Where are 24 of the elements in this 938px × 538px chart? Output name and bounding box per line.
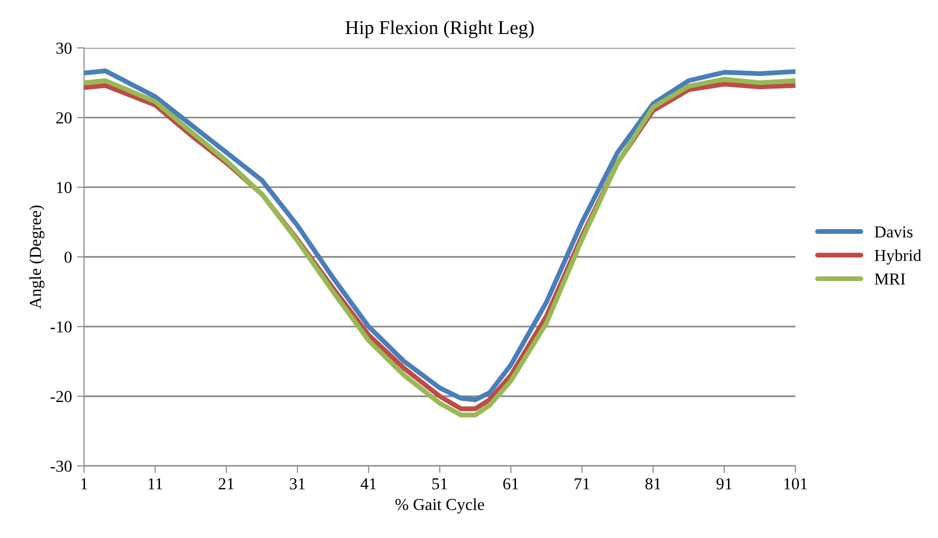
x-tick-label: 81 — [645, 478, 660, 490]
x-tick-label: 41 — [360, 478, 376, 490]
y-tick-label: 0 — [64, 252, 72, 263]
legend-label: MRI — [874, 274, 906, 285]
x-tick-label: 51 — [432, 478, 448, 490]
y-axis-title: Angle (Degree) — [29, 206, 44, 309]
chart-title: Hip Flexion (Right Leg) — [346, 20, 534, 38]
y-tick-label: 20 — [56, 112, 72, 124]
x-tick-label: 61 — [503, 478, 518, 490]
x-tick-label: 91 — [716, 478, 732, 490]
y-tick-label: -10 — [50, 321, 72, 333]
legend-label: Davis — [874, 226, 912, 238]
x-tick-label: 1 — [81, 478, 88, 490]
y-tick-label: -20 — [50, 390, 72, 402]
y-tick-label: -30 — [50, 460, 72, 472]
y-tick-label: 10 — [57, 182, 72, 194]
x-axis-title: % Gait Cycle — [395, 498, 484, 514]
x-tick-label: 11 — [148, 478, 162, 490]
x-tick-label: 31 — [290, 478, 305, 490]
legend-label: Hybrid — [874, 249, 922, 265]
x-tick-label: 71 — [574, 478, 590, 490]
y-tick-label: 30 — [56, 42, 72, 54]
x-tick-label: 21 — [218, 478, 234, 490]
x-tick-label: 101 — [784, 478, 807, 490]
